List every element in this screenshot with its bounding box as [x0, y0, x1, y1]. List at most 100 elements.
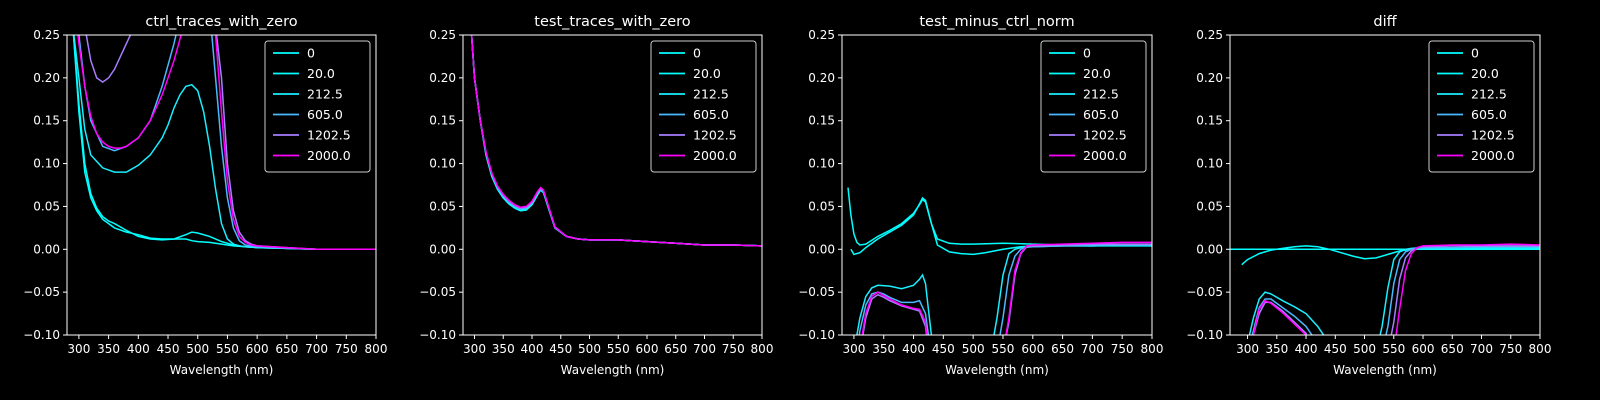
subplot-1: 300 350 400 450 500 550 600 650 700 750 800 −0.10 −0…	[23, 14, 388, 377]
legend-entry: 212.5	[693, 87, 729, 102]
y-tick-label: 0.25	[429, 28, 456, 42]
x-tick-label: 750	[722, 342, 745, 356]
y-tick-label: 0.20	[808, 71, 835, 85]
series-group	[470, 35, 762, 247]
x-tick-label: 750	[1111, 342, 1134, 356]
y-tick-label: 0.00	[808, 242, 835, 256]
legend-entry: 605.0	[307, 107, 343, 122]
x-tick-label: 750	[1499, 342, 1522, 356]
legend-entry: 212.5	[1083, 87, 1119, 102]
series-line-5	[861, 241, 1152, 335]
subplot-title: test_traces_with_zero	[534, 14, 691, 30]
y-tick-label: −0.05	[1186, 285, 1223, 299]
subplot-3: 300 350 400 450 500 550 600 650 700 750 800 −0.10 −0…	[798, 14, 1163, 377]
x-tick-label: 350	[97, 342, 120, 356]
x-tick-label: 300	[463, 342, 486, 356]
x-tick-label: 300	[67, 342, 90, 356]
x-tick-label: 600	[1412, 342, 1435, 356]
x-tick-label: 500	[962, 342, 985, 356]
y-tick-label: 0.10	[1196, 157, 1223, 171]
y-tick-label: 0.05	[429, 199, 456, 213]
series-line-5	[1252, 243, 1540, 335]
y-tick-label: 0.00	[429, 242, 456, 256]
series-line-4	[862, 243, 1152, 335]
axes-frame	[1229, 34, 1541, 336]
x-axis-label: Wavelength (nm)	[561, 363, 665, 377]
x-tick-label: 450	[157, 342, 180, 356]
series-line-3	[78, 35, 376, 251]
subplot-title: test_minus_ctrl_norm	[919, 14, 1074, 30]
legend-entry: 1202.5	[1083, 128, 1127, 143]
legend-entry: 1202.5	[693, 128, 737, 143]
legend-entry: 20.0	[693, 66, 721, 81]
y-tick-label: −0.05	[798, 285, 835, 299]
y-tick-label: 0.15	[429, 114, 456, 128]
y-tick-label: 0.10	[808, 157, 835, 171]
legend-entry: 605.0	[1083, 107, 1119, 122]
y-tick-label: −0.05	[419, 285, 456, 299]
y-tick-label: −0.10	[798, 328, 835, 342]
series-line-5	[470, 35, 762, 247]
legend-entry: 0	[693, 46, 701, 61]
y-tick-label: −0.05	[23, 285, 60, 299]
legend-entry: 212.5	[1471, 87, 1507, 102]
x-tick-label: 450	[1324, 342, 1347, 356]
legend-entry: 605.0	[693, 107, 729, 122]
legend-entry: 2000.0	[1083, 148, 1127, 163]
x-tick-label: 800	[1529, 342, 1552, 356]
legend: 0 20.0 212.5 605.0 1202.5 2000.0	[264, 40, 371, 173]
subplot-title: ctrl_traces_with_zero	[145, 14, 297, 30]
x-tick-label: 600	[636, 342, 659, 356]
series-group	[1230, 243, 1540, 335]
legend-entry: 1202.5	[1471, 128, 1515, 143]
legend-entry: 0	[307, 46, 315, 61]
series-group	[847, 187, 1152, 335]
axes-frame	[841, 34, 1153, 336]
x-tick-label: 350	[872, 342, 895, 356]
y-tick-label: 0.20	[1196, 71, 1223, 85]
x-axis-label: Wavelength (nm)	[1333, 363, 1437, 377]
x-tick-label: 650	[1441, 342, 1464, 356]
x-tick-label: 800	[751, 342, 774, 356]
x-tick-label: 550	[992, 342, 1015, 356]
y-tick-label: −0.10	[419, 328, 456, 342]
legend: 0 20.0 212.5 605.0 1202.5 2000.0	[650, 40, 757, 173]
x-tick-label: 500	[186, 342, 209, 356]
legend-entry: 0	[1083, 46, 1091, 61]
x-tick-label: 700	[305, 342, 328, 356]
series-group	[72, 35, 376, 251]
x-tick-label: 650	[1051, 342, 1074, 356]
x-tick-label: 700	[693, 342, 716, 356]
subplot-2: 300 350 400 450 500 550 600 650 700 750 800 −0.10 −0…	[419, 14, 773, 377]
y-tick-label: 0.15	[1196, 114, 1223, 128]
legend-entry: 20.0	[1471, 66, 1499, 81]
x-axis-label: Wavelength (nm)	[170, 363, 274, 377]
series-line-1	[1241, 245, 1540, 266]
y-tick-label: 0.25	[1196, 28, 1223, 42]
legend-entry: 20.0	[307, 66, 335, 81]
series-line-3	[858, 244, 1152, 335]
legend-entry: 0	[1471, 46, 1479, 61]
x-tick-label: 550	[607, 342, 630, 356]
x-tick-label: 500	[1353, 342, 1376, 356]
x-tick-label: 350	[492, 342, 515, 356]
y-tick-label: −0.10	[23, 328, 60, 342]
x-tick-label: 650	[664, 342, 687, 356]
series-line-3	[1251, 245, 1540, 335]
axes-frame	[462, 34, 763, 336]
legend-entry: 20.0	[1083, 66, 1111, 81]
x-tick-label: 500	[578, 342, 601, 356]
x-tick-label: 300	[1236, 342, 1259, 356]
x-tick-label: 300	[842, 342, 865, 356]
y-tick-label: 0.20	[429, 71, 456, 85]
x-tick-label: 400	[902, 342, 925, 356]
subplot-title: diff	[1373, 14, 1397, 30]
x-tick-label: 600	[246, 342, 269, 356]
x-tick-label: 450	[932, 342, 955, 356]
x-tick-label: 600	[1021, 342, 1044, 356]
x-tick-label: 800	[365, 342, 388, 356]
x-tick-label: 550	[1382, 342, 1405, 356]
x-tick-label: 450	[549, 342, 572, 356]
series-line-4	[1252, 245, 1540, 335]
